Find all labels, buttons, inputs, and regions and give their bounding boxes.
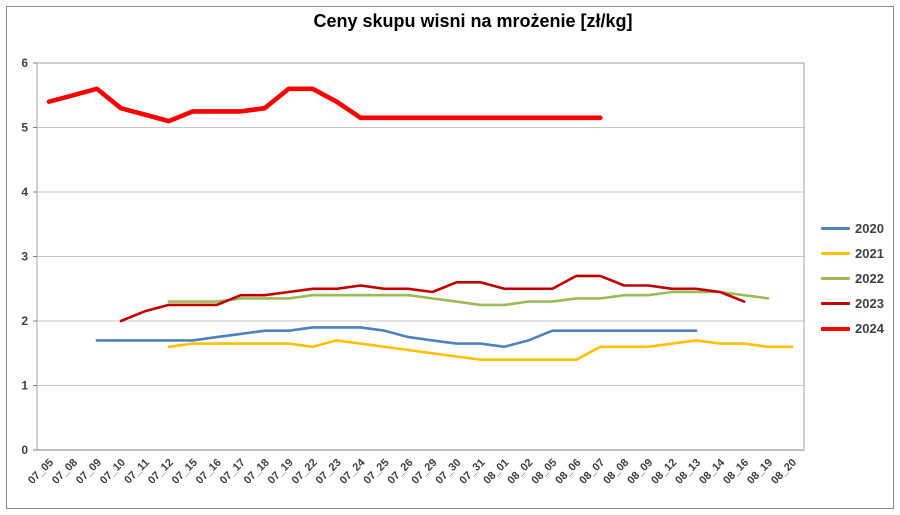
x-axis-label: 07_10 bbox=[98, 457, 128, 487]
legend-line-swatch bbox=[821, 302, 850, 305]
x-axis-label: 07_31 bbox=[457, 457, 487, 487]
legend-line-swatch bbox=[821, 227, 850, 230]
legend-entry-2023: 2023 bbox=[821, 291, 884, 316]
legend-entry-2021: 2021 bbox=[821, 241, 884, 266]
x-axis-label: 07_30 bbox=[433, 457, 463, 487]
series-line-2024 bbox=[46, 86, 603, 124]
chart-title: Ceny skupu wisni na mrożenie [zł/kg] bbox=[313, 11, 633, 31]
x-axis-label: 07_15 bbox=[170, 457, 200, 487]
x-axis-label: 08_16 bbox=[721, 457, 751, 487]
legend-entry-2022: 2022 bbox=[821, 266, 884, 291]
x-axis-label: 07_09 bbox=[74, 457, 104, 487]
series-line-2023 bbox=[119, 274, 746, 323]
legend-label: 2020 bbox=[855, 221, 884, 236]
legend-line-swatch bbox=[821, 326, 850, 331]
legend-entry-2024: 2024 bbox=[821, 316, 884, 341]
series-line-2022 bbox=[167, 290, 770, 307]
x-axis-label: 08_19 bbox=[745, 457, 775, 487]
x-axis-label: 07_08 bbox=[50, 457, 80, 487]
y-axis-label: 3 bbox=[21, 250, 28, 264]
x-axis-label: 08_05 bbox=[529, 457, 559, 487]
x-axis-label: 08_20 bbox=[769, 457, 799, 487]
y-axis-label: 0 bbox=[21, 443, 28, 457]
y-axis-label: 6 bbox=[21, 56, 28, 70]
x-axis-label: 07_29 bbox=[409, 457, 439, 487]
legend-line-swatch bbox=[821, 252, 850, 255]
y-axis-label: 1 bbox=[21, 379, 28, 393]
x-axis-label: 08_09 bbox=[625, 457, 655, 487]
series-line-2021 bbox=[167, 339, 794, 362]
x-axis-label: 07_17 bbox=[218, 457, 248, 487]
x-axis-label: 08_07 bbox=[577, 457, 607, 487]
series-line-2020 bbox=[95, 326, 698, 349]
legend-label: 2022 bbox=[855, 271, 884, 286]
x-axis-label: 08_08 bbox=[601, 457, 631, 487]
x-axis-label: 08_06 bbox=[553, 457, 583, 487]
x-axis-label: 08_12 bbox=[649, 457, 679, 487]
y-axis-label: 4 bbox=[21, 185, 28, 199]
y-axis-label: 2 bbox=[21, 314, 28, 328]
legend-label: 2024 bbox=[855, 321, 884, 336]
legend-line-swatch bbox=[821, 277, 850, 280]
legend-entry-2020: 2020 bbox=[821, 216, 884, 241]
legend-label: 2021 bbox=[855, 246, 884, 261]
x-axis-label: 07_24 bbox=[338, 456, 369, 487]
x-axis-label: 08_13 bbox=[673, 457, 703, 487]
x-axis-label: 07_25 bbox=[362, 457, 392, 487]
x-axis-label: 07_12 bbox=[146, 457, 176, 487]
x-axis-label: 07_16 bbox=[194, 457, 224, 487]
x-axis-label: 07_22 bbox=[290, 457, 320, 487]
x-axis-label: 07_05 bbox=[26, 457, 56, 487]
x-axis-label: 07_11 bbox=[122, 457, 152, 487]
legend-label: 2023 bbox=[855, 296, 884, 311]
x-axis-label: 07_19 bbox=[266, 457, 296, 487]
y-axis-label: 5 bbox=[21, 121, 28, 135]
x-axis-label: 08_02 bbox=[505, 457, 535, 487]
x-axis-label: 08_14 bbox=[697, 456, 728, 487]
x-axis-label: 07_23 bbox=[314, 457, 344, 487]
legend: 2020 2021 2022 2023 2024 bbox=[821, 216, 884, 341]
x-axis-label: 08_01 bbox=[481, 457, 511, 487]
x-axis-label: 07_18 bbox=[242, 457, 272, 487]
x-axis-label: 07_26 bbox=[386, 457, 416, 487]
